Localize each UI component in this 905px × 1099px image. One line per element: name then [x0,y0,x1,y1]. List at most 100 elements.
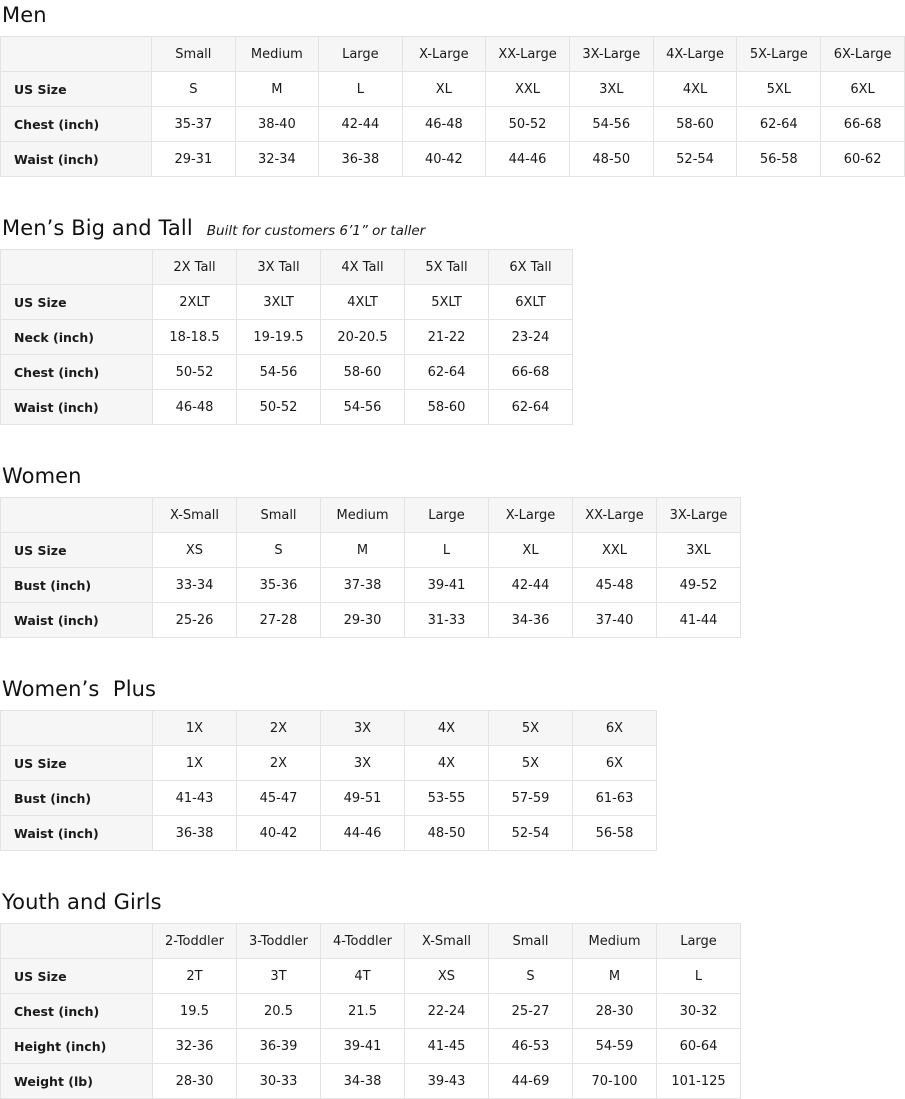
measurement-cell: 40-42 [236,815,321,851]
measurement-cell: 56-58 [572,815,657,851]
row-label: Height (inch) [0,1028,153,1064]
measurement-cell: 62-64 [736,106,822,142]
measurement-cell: 49-52 [656,567,741,603]
measurement-cell: 6X [572,745,657,781]
column-header: 4X Tall [320,249,405,285]
measurement-cell: 52-54 [488,815,573,851]
column-header: 1X [152,710,237,746]
table-header-row: Small Medium Large X-Large XX-Large 3X-Large 4… [0,36,905,72]
row-label: Chest (inch) [0,993,153,1029]
column-header: Medium [572,923,657,959]
measurement-cell: M [572,958,657,994]
measurement-cell: XS [152,532,237,568]
section-gap [0,177,905,215]
measurement-cell: 44-46 [320,815,405,851]
measurement-cell: 6XLT [488,284,573,320]
measurement-cell: 32-36 [152,1028,237,1064]
measurement-cell: 52-54 [652,141,738,177]
row-label: US Size [0,284,153,320]
table-row: Bust (inch) 41-43 45-47 49-51 53-55 57-59 61-6… [0,780,657,816]
measurement-cell: 57-59 [488,780,573,816]
table-corner-cell [0,710,153,746]
measurement-cell: 42-44 [318,106,403,142]
row-label: US Size [0,71,153,107]
size-table-mens-big-and-tall: 2X Tall 3X Tall 4X Tall 5X Tall 6X Tall US Si… [0,249,573,425]
measurement-cell: 3XL [568,71,654,107]
title-table-spacer [0,489,905,497]
column-header: 4X-Large [652,36,738,72]
column-header: X-Large [401,36,487,72]
measurement-cell: 33-34 [152,567,237,603]
table-row: US Size 2T 3T 4T XS S M L [0,958,741,994]
measurement-cell: XXL [572,532,657,568]
section-womens-plus: Women’s Plus 1X 2X 3X 4X 5X 6X US Size 1X 2X 3X 4X 5… [0,676,905,851]
measurement-cell: 61-63 [572,780,657,816]
measurement-cell: 60-64 [656,1028,741,1064]
measurement-cell: 50-52 [485,106,570,142]
measurement-cell: 21-22 [404,319,489,355]
measurement-cell: 29-30 [320,602,405,638]
measurement-cell: 44-69 [488,1063,573,1099]
measurement-cell: 62-64 [488,389,573,425]
measurement-cell: 19-19.5 [236,319,321,355]
section-header-youth-and-girls: Youth and Girls [0,889,905,915]
row-label: Chest (inch) [0,354,153,390]
measurement-cell: 54-56 [568,106,654,142]
column-header: 6X [572,710,657,746]
section-header-men: Men [0,2,905,28]
row-label: Waist (inch) [0,389,153,425]
measurement-cell: 35-37 [151,106,236,142]
section-header-womens-plus: Women’s Plus [0,676,905,702]
column-header: 5X-Large [736,36,822,72]
measurement-cell: 53-55 [404,780,489,816]
measurement-cell: 29-31 [151,141,236,177]
column-header: Medium [234,36,320,72]
measurement-cell: 46-48 [152,389,237,425]
measurement-cell: 5XL [736,71,822,107]
column-header: Medium [320,497,405,533]
column-header: 4-Toddler [320,923,405,959]
measurement-cell: 25-26 [152,602,237,638]
table-row: Chest (inch) 35-37 38-40 42-44 46-48 50-52 54-… [0,106,905,142]
measurement-cell: 58-60 [652,106,738,142]
row-label: Waist (inch) [0,602,153,638]
column-header: 3X [320,710,405,746]
table-row: Waist (inch) 25-26 27-28 29-30 31-33 34-36 37-… [0,602,741,638]
table-row: Height (inch) 32-36 36-39 39-41 41-45 46-53 54… [0,1028,741,1064]
measurement-cell: 30-33 [236,1063,321,1099]
title-table-spacer [0,915,905,923]
table-corner-cell [0,497,153,533]
section-title: Men’s Big and Tall [2,216,193,240]
measurement-cell: 5XLT [404,284,489,320]
column-header: 2X Tall [152,249,237,285]
table-header-row: 1X 2X 3X 4X 5X 6X [0,710,657,746]
column-header: Small [488,923,573,959]
row-label: Bust (inch) [0,780,153,816]
column-header: 3X-Large [568,36,654,72]
measurement-cell: 22-24 [404,993,489,1029]
measurement-cell: M [234,71,320,107]
measurement-cell: XS [404,958,489,994]
measurement-cell: 20-20.5 [320,319,405,355]
measurement-cell: XL [488,532,573,568]
section-gap [0,851,905,889]
measurement-cell: 6XL [820,71,905,107]
measurement-cell: 62-64 [404,354,489,390]
measurement-cell: 31-33 [404,602,489,638]
section-title: Men [2,3,47,27]
column-header: 6X-Large [820,36,905,72]
measurement-cell: 46-53 [488,1028,573,1064]
column-header: 3-Toddler [236,923,321,959]
row-label: Neck (inch) [0,319,153,355]
column-header: Large [318,36,403,72]
measurement-cell: L [318,71,403,107]
table-row: US Size 1X 2X 3X 4X 5X 6X [0,745,657,781]
measurement-cell: 20.5 [236,993,321,1029]
measurement-cell: 27-28 [236,602,321,638]
measurement-cell: 1X [152,745,237,781]
column-header: Large [404,497,489,533]
row-label: Weight (lb) [0,1063,153,1099]
row-label: Waist (inch) [0,815,153,851]
